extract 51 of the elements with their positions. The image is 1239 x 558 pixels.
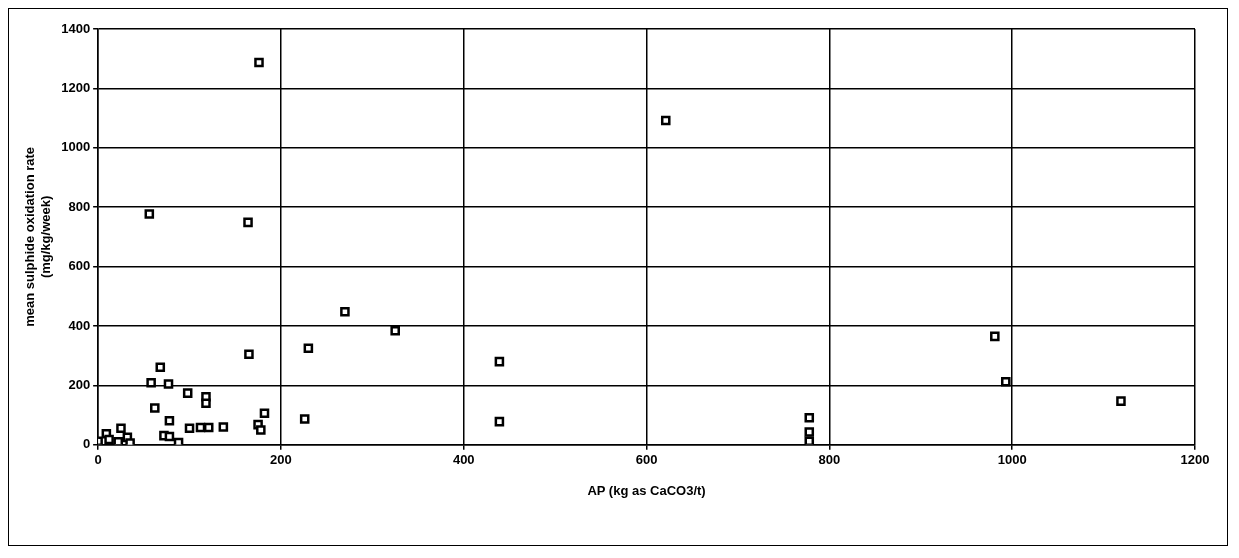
point [104,434,114,445]
point [116,423,126,433]
y-tick-label: 400 [68,317,91,333]
point [256,425,266,435]
point [244,349,254,359]
point [340,306,350,317]
y-tick-label: 1000 [61,139,91,155]
point [303,343,314,354]
point [660,115,671,126]
x-tick-label: 800 [818,452,841,468]
point [218,422,229,432]
point [113,437,124,445]
y-tick-label: 0 [82,436,91,452]
point [163,379,174,389]
x-tick-label: 200 [270,452,292,468]
point [150,403,160,413]
y-tick-label: 200 [68,376,91,392]
x-tick-label: 400 [452,452,475,468]
point [184,423,195,433]
point [1116,396,1126,406]
x-tick-label: 1200 [1180,452,1210,468]
point [1001,377,1011,387]
point [254,57,264,68]
point [990,331,1000,342]
point [203,422,214,433]
point [494,416,505,427]
x-tick-label: 600 [635,452,658,468]
y-tick-label: 1200 [61,79,91,95]
x-tick-label: 0 [94,452,102,468]
point [804,412,815,423]
point [201,398,211,409]
point [804,427,815,437]
point [144,209,155,219]
x-tick-label: 1000 [997,452,1027,468]
y-tick-label: 600 [68,258,91,274]
point [259,408,270,419]
point [146,377,156,388]
point [125,438,135,445]
y-tick-label: 800 [68,198,91,214]
point [390,325,400,336]
x-axis-title: AP (kg as CaCO3/t) [587,482,706,498]
point [804,436,815,445]
y-tick-label: 1400 [61,20,91,36]
point [182,388,193,398]
point [243,217,253,228]
point [494,356,505,367]
point [164,415,175,426]
point [155,362,166,373]
point [299,414,310,424]
y-axis-title: mean sulphide oxidation rate (mg/kg/week) [22,146,53,327]
point [164,431,175,442]
